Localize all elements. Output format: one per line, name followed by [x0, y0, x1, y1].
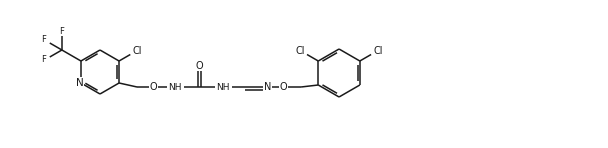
- Text: Cl: Cl: [373, 46, 383, 57]
- Text: O: O: [195, 61, 203, 71]
- Text: Cl: Cl: [295, 46, 305, 57]
- Text: NH: NH: [216, 83, 230, 92]
- Text: O: O: [149, 82, 157, 92]
- Text: F: F: [60, 26, 64, 36]
- Text: F: F: [41, 56, 46, 65]
- Text: N: N: [264, 82, 272, 92]
- Text: NH: NH: [168, 83, 182, 92]
- Text: F: F: [41, 36, 46, 45]
- Text: O: O: [279, 82, 287, 92]
- Text: N: N: [76, 78, 84, 88]
- Text: Cl: Cl: [133, 46, 142, 57]
